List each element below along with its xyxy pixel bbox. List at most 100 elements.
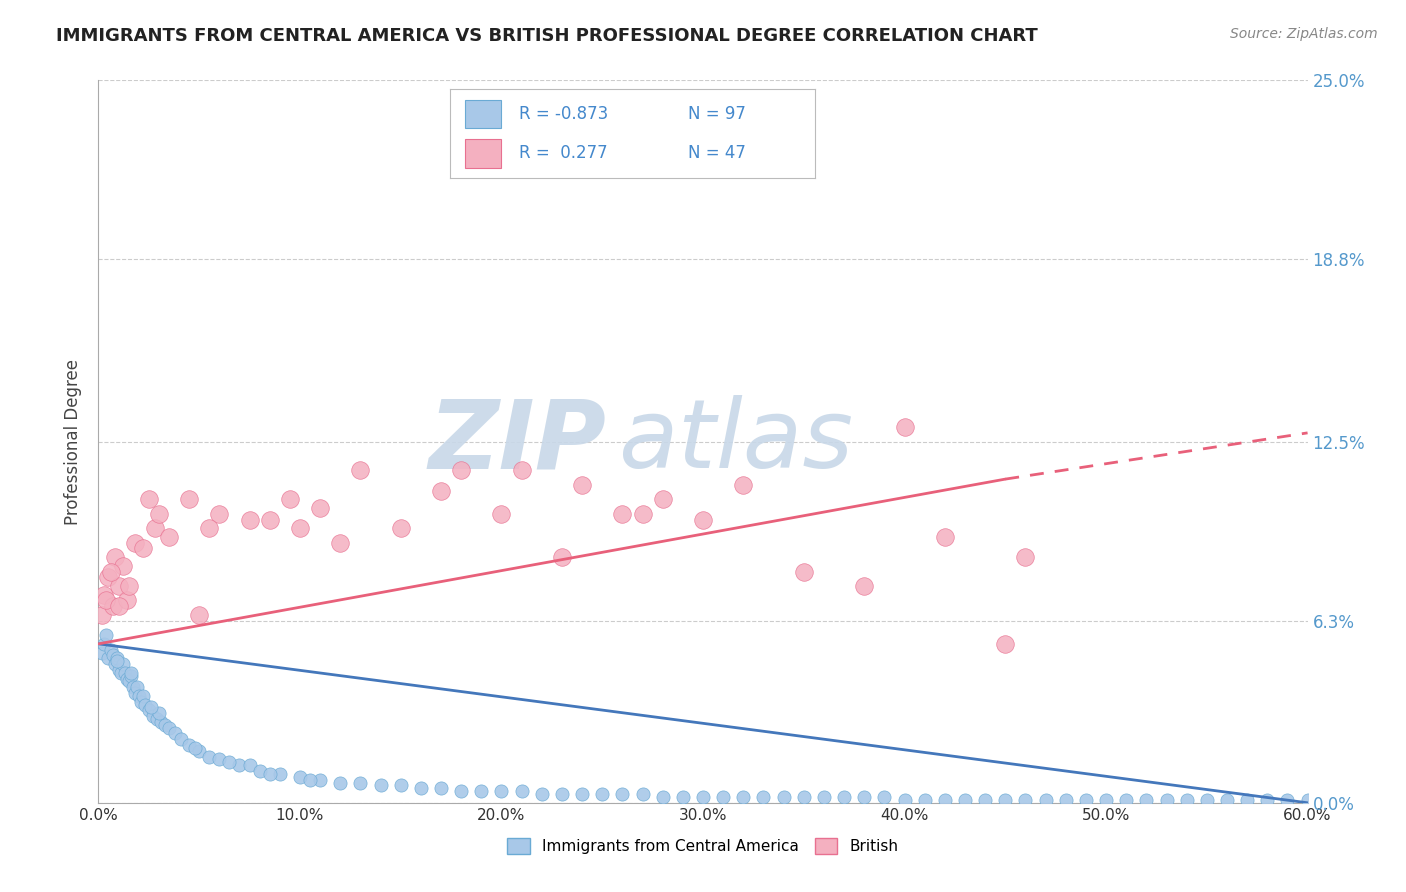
Point bbox=[299, 772, 322, 787]
Point bbox=[631, 787, 654, 801]
Point bbox=[530, 787, 553, 801]
Point bbox=[179, 492, 201, 507]
Point bbox=[239, 758, 262, 772]
Point bbox=[96, 628, 118, 642]
Point bbox=[914, 793, 936, 807]
Point bbox=[118, 674, 141, 689]
Point bbox=[1195, 793, 1218, 807]
Point bbox=[111, 558, 134, 573]
Point bbox=[148, 507, 170, 521]
Point bbox=[571, 478, 593, 492]
Point bbox=[107, 579, 129, 593]
Point bbox=[329, 775, 352, 789]
Point bbox=[733, 478, 755, 492]
Point bbox=[752, 790, 775, 805]
Point bbox=[120, 668, 142, 682]
Point bbox=[692, 790, 714, 805]
Point bbox=[179, 738, 201, 752]
Point bbox=[157, 721, 180, 735]
Point bbox=[1095, 793, 1118, 807]
Point bbox=[389, 779, 412, 793]
Point bbox=[114, 665, 136, 680]
Point bbox=[118, 579, 141, 593]
Point bbox=[128, 689, 150, 703]
Point bbox=[1156, 793, 1178, 807]
Bar bbox=[464, 100, 501, 128]
Point bbox=[208, 752, 231, 766]
Point bbox=[1074, 793, 1097, 807]
Point bbox=[132, 541, 155, 556]
Point bbox=[198, 749, 221, 764]
Point bbox=[349, 463, 371, 477]
Point bbox=[389, 521, 412, 535]
Point bbox=[120, 665, 142, 680]
Point bbox=[772, 790, 794, 805]
Point bbox=[329, 535, 352, 549]
Point bbox=[188, 744, 211, 758]
Point bbox=[138, 492, 160, 507]
Point bbox=[612, 787, 634, 801]
Point bbox=[309, 501, 332, 516]
Point bbox=[551, 550, 574, 565]
Point bbox=[793, 565, 815, 579]
Point bbox=[170, 732, 193, 747]
Point bbox=[288, 770, 311, 784]
Point bbox=[711, 790, 734, 805]
Point bbox=[672, 790, 695, 805]
Point bbox=[111, 657, 134, 671]
Point bbox=[115, 593, 138, 607]
Point bbox=[551, 787, 574, 801]
Point bbox=[134, 698, 156, 712]
Point bbox=[571, 787, 593, 801]
Point bbox=[101, 599, 124, 614]
Point bbox=[249, 764, 271, 778]
Point bbox=[115, 672, 138, 686]
Point bbox=[692, 512, 714, 526]
Point bbox=[1277, 793, 1299, 807]
Point bbox=[813, 790, 835, 805]
Point bbox=[91, 646, 114, 660]
Point bbox=[129, 695, 152, 709]
Point bbox=[100, 565, 122, 579]
Point bbox=[733, 790, 755, 805]
Text: Source: ZipAtlas.com: Source: ZipAtlas.com bbox=[1230, 27, 1378, 41]
Point bbox=[1115, 793, 1137, 807]
Point bbox=[1236, 793, 1258, 807]
Bar bbox=[464, 139, 501, 168]
Point bbox=[157, 530, 180, 544]
Point bbox=[510, 784, 533, 798]
Point bbox=[953, 793, 976, 807]
Point bbox=[91, 607, 114, 622]
Point bbox=[591, 787, 613, 801]
Point bbox=[107, 599, 129, 614]
Text: atlas: atlas bbox=[619, 395, 853, 488]
Point bbox=[103, 657, 125, 671]
Point bbox=[105, 651, 128, 665]
Point bbox=[93, 588, 115, 602]
Point bbox=[100, 642, 122, 657]
Point bbox=[146, 712, 169, 726]
Point bbox=[101, 648, 124, 663]
Point bbox=[651, 790, 673, 805]
Point bbox=[124, 686, 146, 700]
Point bbox=[873, 790, 896, 805]
Point bbox=[148, 706, 170, 721]
Point bbox=[994, 793, 1017, 807]
Point bbox=[228, 758, 250, 772]
Text: R =  0.277: R = 0.277 bbox=[519, 145, 607, 162]
Point bbox=[470, 784, 492, 798]
Point bbox=[208, 507, 231, 521]
Point bbox=[142, 709, 165, 723]
Text: IMMIGRANTS FROM CENTRAL AMERICA VS BRITISH PROFESSIONAL DEGREE CORRELATION CHART: IMMIGRANTS FROM CENTRAL AMERICA VS BRITI… bbox=[56, 27, 1038, 45]
Point bbox=[651, 492, 673, 507]
Text: N = 47: N = 47 bbox=[688, 145, 745, 162]
Point bbox=[1256, 793, 1278, 807]
Point bbox=[974, 793, 997, 807]
Point bbox=[1216, 793, 1239, 807]
Point bbox=[93, 637, 115, 651]
Point bbox=[450, 463, 472, 477]
Point bbox=[1014, 550, 1036, 565]
Point bbox=[1296, 793, 1319, 807]
Point bbox=[631, 507, 654, 521]
Point bbox=[139, 700, 162, 714]
